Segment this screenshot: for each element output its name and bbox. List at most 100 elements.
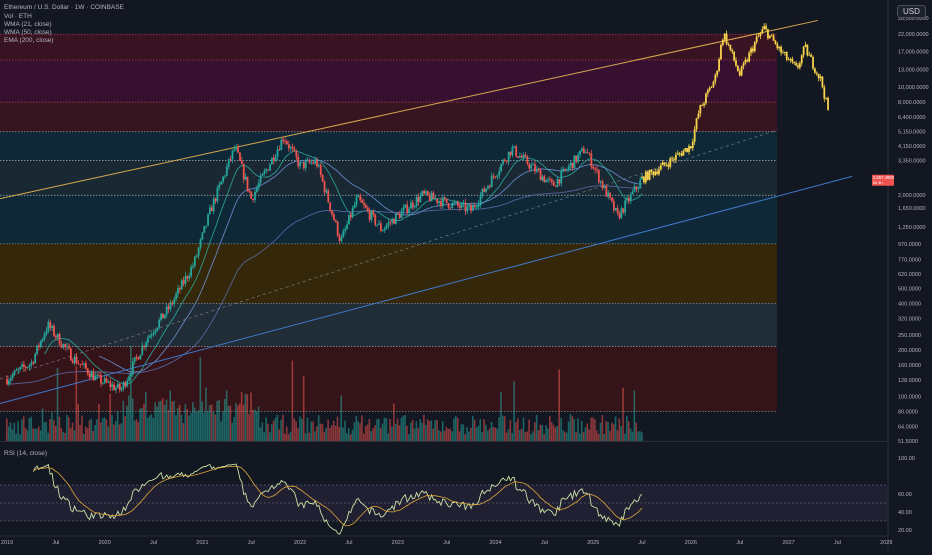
volume-bar	[436, 420, 438, 441]
candle-body	[549, 178, 551, 180]
volume-bar	[99, 422, 102, 441]
candle-body	[66, 346, 69, 348]
pane-divider	[0, 441, 888, 442]
candle-body	[216, 187, 219, 202]
volume-bar	[255, 411, 258, 441]
horizontal-levels	[0, 33, 777, 412]
candle-body	[434, 198, 437, 200]
indicator-wma21[interactable]: WMA (21, close)	[4, 21, 52, 28]
candle-body	[11, 374, 14, 379]
candle-body	[54, 335, 57, 338]
candle-body	[101, 382, 104, 384]
candle-body	[244, 176, 247, 180]
candle-body	[590, 153, 593, 167]
rsi-label[interactable]: RSI (14, close)	[4, 450, 47, 457]
volume-bar	[178, 404, 181, 441]
moving-average-line	[6, 185, 643, 385]
volume-bar	[500, 392, 502, 441]
candle-body	[646, 172, 649, 180]
volume-bar	[120, 423, 123, 441]
candle-body	[541, 176, 544, 181]
candle-body	[496, 175, 499, 178]
volume-bar	[145, 391, 147, 441]
candle-body	[227, 158, 230, 167]
candle-body	[398, 214, 401, 219]
candle-body	[21, 364, 23, 367]
volume-bar	[28, 418, 31, 441]
candle-body	[609, 192, 612, 198]
candle-body	[804, 44, 807, 47]
volume-bar	[586, 423, 589, 441]
volume-bar	[477, 425, 480, 441]
volume-bar	[75, 366, 78, 441]
candle-body	[748, 52, 751, 62]
volume-bar	[229, 405, 232, 441]
candle-body	[507, 151, 510, 162]
candle-body	[438, 201, 441, 203]
volume-bar	[17, 421, 19, 441]
candle-body	[173, 298, 176, 304]
volume-bar	[154, 402, 157, 441]
candle-body	[122, 382, 125, 389]
candle-body	[235, 147, 238, 149]
volume-bar	[334, 425, 337, 441]
candle-body	[333, 214, 335, 221]
volume-bar	[603, 434, 606, 441]
volume-bar	[396, 418, 399, 441]
candle-body	[400, 211, 403, 219]
candle-body	[697, 113, 700, 119]
currency-button[interactable]: USD	[897, 5, 926, 18]
candle-body	[225, 166, 228, 176]
volume-bar	[173, 400, 175, 441]
price-tick-label: 770.0000	[898, 257, 921, 263]
candle-body	[7, 380, 10, 385]
volume-bar	[208, 405, 211, 441]
candle-body	[684, 148, 687, 151]
volume-bar	[398, 425, 401, 441]
candle-body	[53, 325, 55, 336]
volume-bar	[594, 419, 596, 441]
candle-body	[293, 148, 296, 151]
candle-body	[584, 152, 587, 154]
volume-bar	[295, 421, 297, 441]
price-tick-label: 970.0000	[898, 242, 921, 248]
price-badge-countdown: 6d 4h	[873, 181, 883, 185]
volume-bar	[376, 419, 378, 441]
candle-body	[616, 208, 619, 213]
moving-average-line	[98, 159, 642, 373]
candle-body	[671, 158, 674, 160]
candle-body	[701, 105, 704, 106]
indicator-ema200[interactable]: EMA (200, close)	[4, 37, 54, 44]
volume-bar	[605, 420, 607, 441]
candle-body	[727, 44, 730, 45]
volume-bar	[336, 416, 339, 441]
candle-body	[558, 179, 561, 184]
candle-body	[147, 337, 149, 343]
volume-bar	[60, 427, 63, 441]
volume-bar	[47, 432, 49, 441]
volume-bar	[308, 432, 311, 441]
candle-body	[460, 203, 463, 208]
candle-body	[334, 220, 337, 222]
candle-body	[115, 387, 117, 391]
indicator-wma50[interactable]: WMA (50, close)	[4, 29, 52, 36]
volume-bar	[261, 422, 264, 441]
volume-bar	[569, 413, 572, 441]
price-badge-text: 2,557.4900	[873, 175, 895, 180]
candle-body	[237, 147, 239, 153]
price-tick-label: 6,400.0000	[898, 115, 926, 121]
candle-body	[808, 54, 811, 56]
candle-body	[317, 165, 320, 167]
volume-bar	[567, 421, 570, 441]
candle-body	[242, 164, 245, 180]
volume-bar	[428, 420, 431, 441]
candle-body	[199, 239, 202, 248]
indicator-vol[interactable]: Vol · ETH	[4, 13, 32, 20]
volume-bar	[409, 422, 412, 441]
volume-bar	[257, 406, 260, 441]
volume-bar	[101, 418, 104, 441]
volume-bar	[597, 433, 600, 441]
time-tick-label: 2020	[99, 540, 111, 546]
candle-body	[171, 302, 174, 304]
